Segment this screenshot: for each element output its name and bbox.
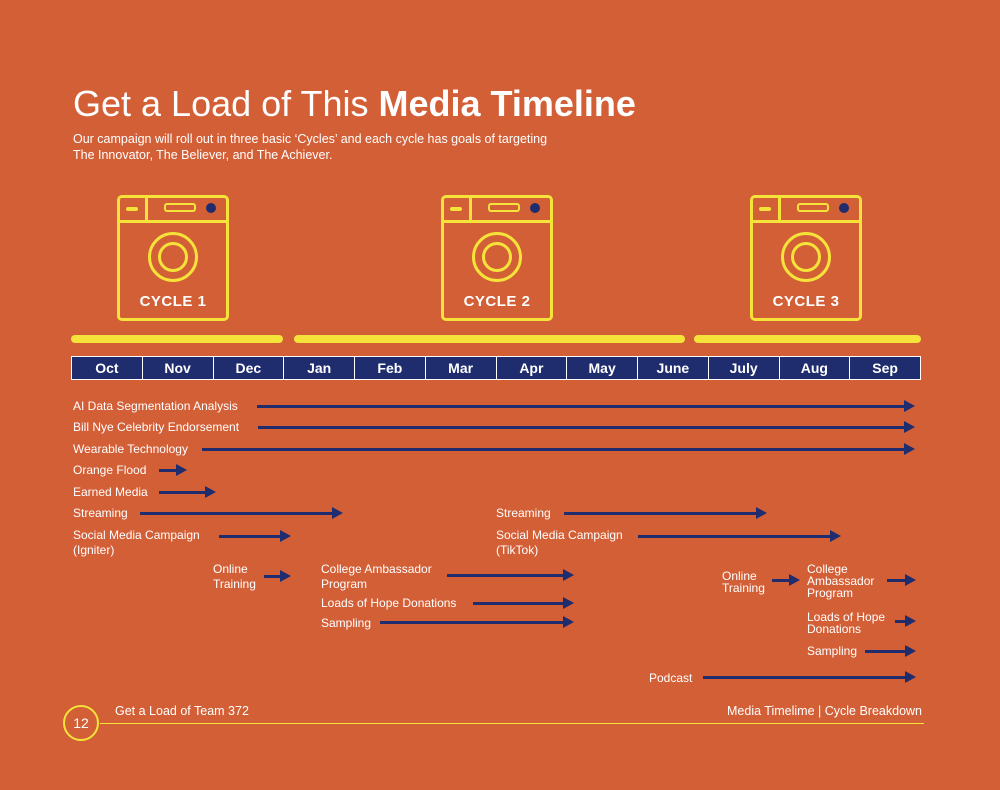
month-cell: Oct xyxy=(72,357,143,379)
month-cell: Jan xyxy=(284,357,355,379)
month-cell: July xyxy=(709,357,780,379)
month-cell: Dec xyxy=(214,357,285,379)
month-cell: May xyxy=(567,357,638,379)
activity-label: College Ambassador Program xyxy=(807,562,875,600)
month-header: Oct Nov Dec Jan Feb Mar Apr May June Jul… xyxy=(71,356,921,380)
arrow-icon xyxy=(159,464,187,476)
arrow-icon xyxy=(159,486,216,498)
washing-machine-icon: CYCLE 3 xyxy=(750,195,862,321)
activity-label: Wearable Technology xyxy=(73,442,188,456)
cycle-3-bar xyxy=(694,335,921,343)
washing-machine-icon: CYCLE 1 xyxy=(117,195,229,321)
activity-label: Loads of Hope Donations xyxy=(321,596,457,610)
arrow-icon xyxy=(895,615,916,627)
arrow-icon xyxy=(447,569,574,581)
washing-machine-icon: CYCLE 2 xyxy=(441,195,553,321)
page-title-bold: Media Timeline xyxy=(378,83,636,124)
activity-label: Loads of Hope Donations xyxy=(807,610,886,636)
activity-label: Streaming xyxy=(73,506,128,520)
month-cell: Feb xyxy=(355,357,426,379)
page-title: Get a Load of This Media Timeline xyxy=(73,82,636,126)
subtitle-line-1: Our campaign will roll out in three basi… xyxy=(73,132,548,146)
activity-label: Orange Flood xyxy=(73,463,147,477)
cycle-2-bar xyxy=(294,335,685,343)
arrow-icon xyxy=(865,645,916,657)
month-cell: June xyxy=(638,357,709,379)
arrow-icon xyxy=(887,574,916,586)
activity-label: Social Media Campaign (TikTok) xyxy=(496,528,623,557)
footer-right-text: Media Timelime | Cycle Breakdown xyxy=(727,704,922,718)
activity-label: Online Training xyxy=(213,562,256,591)
month-cell: Nov xyxy=(143,357,214,379)
arrow-icon xyxy=(638,530,841,542)
arrow-icon xyxy=(564,507,767,519)
month-cell: Aug xyxy=(780,357,851,379)
cycle-label: CYCLE 2 xyxy=(463,293,531,310)
activity-label: Earned Media xyxy=(73,485,148,499)
arrow-icon xyxy=(258,421,915,433)
activity-label: College Ambassador Program xyxy=(321,562,432,591)
arrow-icon xyxy=(219,530,291,542)
arrow-icon xyxy=(140,507,343,519)
cycle-label: CYCLE 1 xyxy=(139,293,207,310)
activity-label: Podcast xyxy=(649,671,693,685)
footer-divider xyxy=(100,723,924,724)
page-number: 12 xyxy=(63,705,99,741)
footer-left-text: Get a Load of Team 372 xyxy=(115,704,249,718)
cycle-1-bar xyxy=(71,335,283,343)
activity-label: Sampling xyxy=(321,616,372,630)
arrow-icon xyxy=(380,616,574,628)
activity-label: Online Training xyxy=(722,569,765,595)
arrow-icon xyxy=(264,570,291,582)
activity-label: Streaming xyxy=(496,506,551,520)
arrow-icon xyxy=(473,597,574,609)
subtitle-line-2: The Innovator, The Believer, and The Ach… xyxy=(73,148,333,162)
month-cell: Apr xyxy=(497,357,568,379)
cycle-label: CYCLE 3 xyxy=(772,293,840,310)
arrow-icon xyxy=(772,574,800,586)
page-subtitle: Our campaign will roll out in three basi… xyxy=(73,131,633,163)
month-cell: Mar xyxy=(426,357,497,379)
page-title-light: Get a Load of This xyxy=(73,83,379,124)
arrow-icon xyxy=(202,443,915,455)
month-cell: Sep xyxy=(872,360,898,376)
activity-label: Sampling xyxy=(807,644,858,658)
activity-label: Social Media Campaign (Igniter) xyxy=(73,528,200,557)
activity-label: Bill Nye Celebrity Endorsement xyxy=(73,420,240,434)
arrow-icon xyxy=(703,671,916,683)
arrow-icon xyxy=(257,400,915,412)
activity-label: AI Data Segmentation Analysis xyxy=(73,399,238,413)
